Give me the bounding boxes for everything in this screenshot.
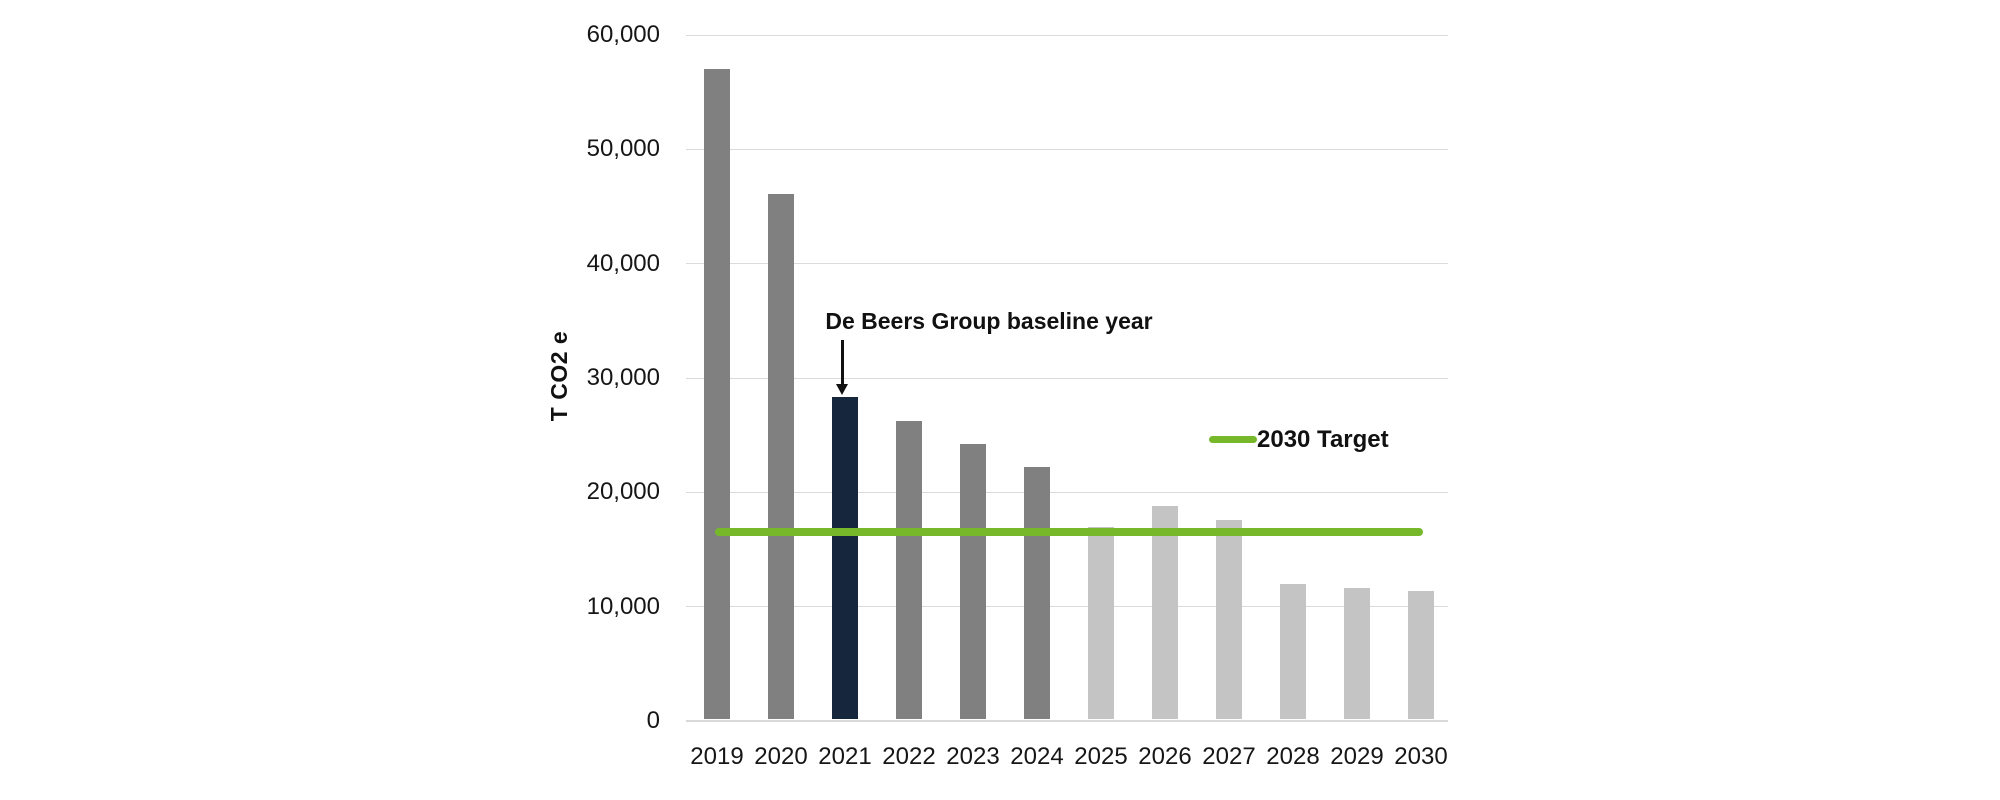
x-tick-label-2023: 2023	[946, 743, 1000, 770]
y-tick-label-50000: 50,000	[586, 135, 660, 163]
bar-2022	[896, 421, 922, 719]
x-tick-label-2020: 2020	[754, 743, 808, 770]
gridline-30000	[686, 377, 1448, 379]
gridline-0	[686, 720, 1448, 722]
target-line	[715, 528, 1423, 537]
bar-2023	[960, 444, 986, 719]
bar-2019	[704, 69, 730, 719]
x-tick-label-2021: 2021	[818, 743, 872, 770]
y-tick-label-60000: 60,000	[586, 21, 660, 48]
x-tick-label-2022: 2022	[882, 743, 936, 770]
x-tick-label-2030: 2030	[1394, 743, 1448, 770]
bar-2027	[1216, 519, 1242, 719]
y-tick-label-40000: 40,000	[586, 249, 660, 277]
gridline-50000	[686, 148, 1448, 150]
x-tick-label-2027: 2027	[1202, 743, 1256, 770]
bar-2024	[1024, 467, 1050, 719]
y-tick-label-10000: 10,000	[586, 592, 660, 620]
bar-2026	[1152, 506, 1178, 719]
baseline-annotation-text: De Beers Group baseline year	[825, 308, 1153, 334]
bar-2028	[1280, 583, 1306, 719]
gridline-10000	[686, 606, 1448, 608]
x-tick-label-2026: 2026	[1138, 743, 1192, 770]
bar-2029	[1344, 588, 1370, 719]
x-tick-label-2024: 2024	[1010, 743, 1064, 770]
bar-2021	[832, 397, 858, 719]
gridline-60000	[686, 34, 1448, 36]
x-tick-label-2028: 2028	[1266, 743, 1320, 770]
x-tick-label-2025: 2025	[1074, 743, 1128, 770]
y-tick-label-0: 0	[646, 707, 660, 734]
down-arrow-head-icon	[836, 384, 848, 395]
y-tick-label-20000: 20,000	[586, 478, 660, 506]
target-line-swatch-icon	[1209, 436, 1257, 443]
x-tick-label-2019: 2019	[690, 743, 744, 770]
gridline-40000	[686, 263, 1448, 265]
down-arrow-icon	[841, 340, 844, 385]
bar-2025	[1088, 526, 1114, 719]
plot-area	[686, 34, 1448, 722]
gridline-20000	[686, 491, 1448, 493]
target-legend-label: 2030 Target	[1257, 426, 1389, 453]
x-tick-label-2029: 2029	[1330, 743, 1384, 770]
y-tick-label-30000: 30,000	[586, 364, 660, 391]
bar-2030	[1408, 590, 1434, 719]
bar-2020	[768, 193, 794, 719]
